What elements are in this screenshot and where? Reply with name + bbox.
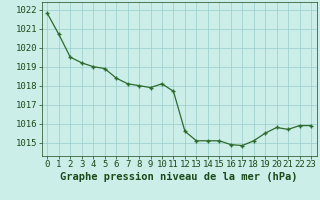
X-axis label: Graphe pression niveau de la mer (hPa): Graphe pression niveau de la mer (hPa): [60, 172, 298, 182]
